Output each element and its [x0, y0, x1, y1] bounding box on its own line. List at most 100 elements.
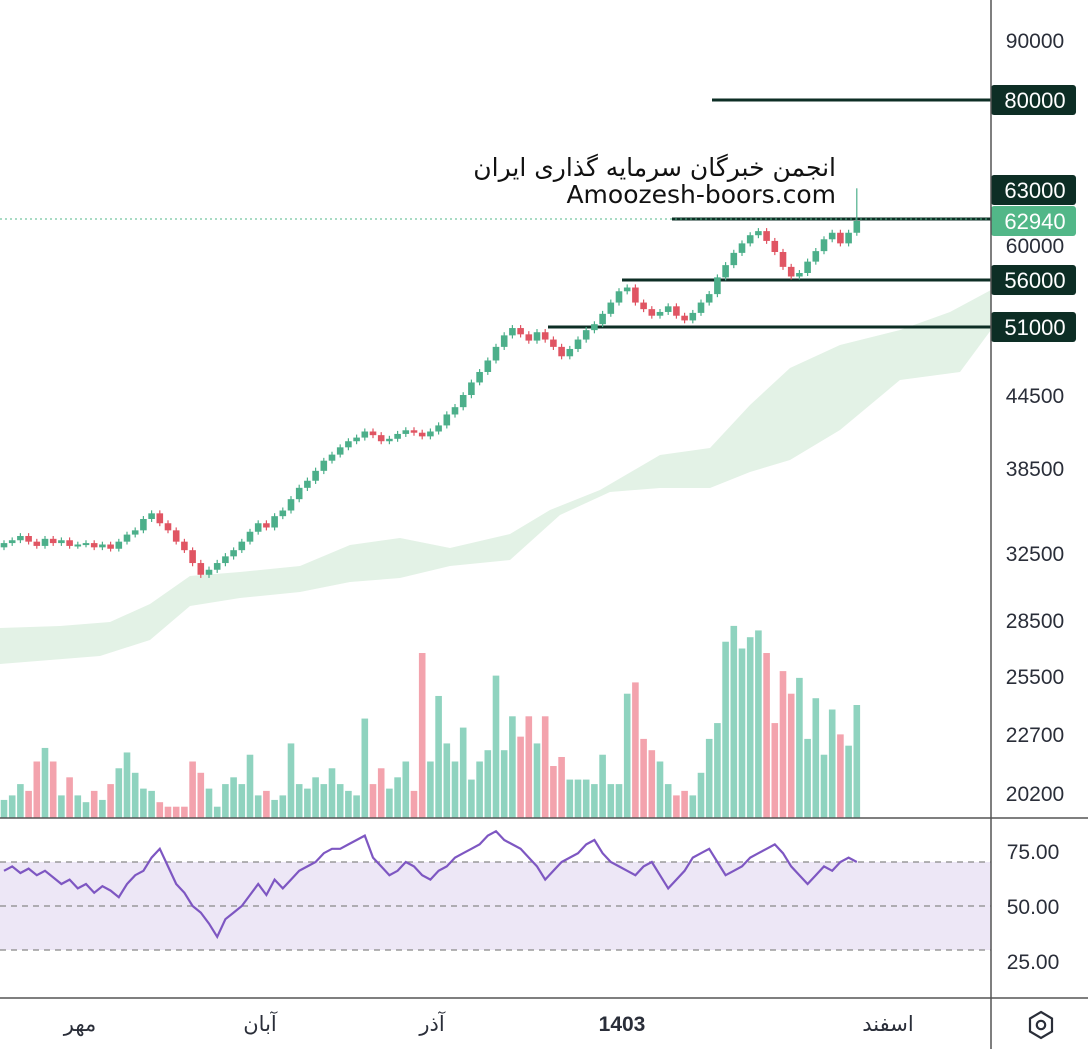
- candle-body: [730, 252, 738, 266]
- volume-bar: [796, 677, 803, 818]
- candle-body: [787, 266, 795, 277]
- candle-body: [254, 523, 262, 532]
- volume-bar: [476, 761, 483, 818]
- candle-body: [779, 252, 787, 267]
- price-tick-label: 25500: [1006, 666, 1064, 689]
- volume-bar: [500, 750, 508, 818]
- price-tick-label: 38500: [1006, 458, 1064, 481]
- candle-body: [361, 431, 369, 438]
- volume-bar: [837, 734, 844, 818]
- volume-bar: [8, 795, 16, 818]
- volume-bar: [131, 772, 139, 818]
- volume-bar: [156, 802, 164, 818]
- volume-bar: [681, 790, 688, 818]
- candle-body: [41, 538, 49, 546]
- candle-body: [230, 550, 237, 557]
- volume-bar: [107, 784, 114, 818]
- candle-body: [148, 513, 155, 519]
- volume-bar: [246, 754, 254, 818]
- candle-body: [746, 235, 754, 244]
- candle-body: [222, 556, 229, 564]
- candle-body: [107, 544, 114, 549]
- candle-body: [673, 306, 680, 316]
- volume-bar: [730, 625, 738, 818]
- volume-bar: [189, 761, 196, 818]
- volume-bars: [0, 625, 861, 818]
- settings-icon[interactable]: [1028, 1010, 1054, 1040]
- volume-bar: [550, 766, 557, 818]
- time-axis-label: مهر: [63, 1013, 97, 1036]
- candle-body: [689, 312, 697, 321]
- candle-body: [156, 513, 164, 524]
- volume-bar: [0, 799, 8, 818]
- volume-bar: [418, 653, 426, 818]
- volume-bar: [58, 795, 65, 818]
- settings-button[interactable]: [1028, 1010, 1054, 1040]
- volume-bar: [705, 738, 713, 818]
- candle-body: [238, 541, 246, 551]
- volume-bar: [271, 799, 278, 818]
- volume-bar: [755, 630, 762, 818]
- volume-bar: [648, 750, 656, 818]
- candle-body: [213, 563, 221, 570]
- volume-bar: [451, 761, 459, 818]
- price-tick-label: 60000: [1006, 235, 1064, 258]
- volume-bar: [74, 795, 82, 818]
- candle-body: [615, 291, 623, 303]
- volume-bar: [369, 784, 377, 818]
- candle-body: [468, 382, 475, 395]
- volume-bar: [320, 784, 328, 818]
- candle-body: [574, 339, 582, 349]
- volume-bar: [525, 716, 533, 818]
- volume-bar: [591, 784, 598, 818]
- candle-body: [82, 543, 90, 546]
- volume-bar: [738, 648, 746, 818]
- candle-body: [246, 531, 254, 542]
- candle-body: [353, 437, 360, 442]
- candle-body: [640, 302, 647, 310]
- volume-bar: [599, 754, 606, 818]
- candle-body: [435, 425, 442, 432]
- candle-body: [0, 543, 8, 548]
- rsi-tick-label: 75.00: [1007, 841, 1060, 864]
- candle-body: [492, 346, 500, 361]
- candle-body: [197, 563, 205, 575]
- volume-bar: [517, 736, 524, 818]
- volume-bar: [623, 693, 631, 818]
- candle-body: [369, 431, 377, 436]
- volume-bar: [17, 784, 24, 818]
- candle-body: [763, 231, 770, 241]
- horizontal-levels: 80000 63000 56000 51000 62940: [0, 85, 1076, 342]
- candle-body: [263, 523, 270, 528]
- candle-body: [451, 407, 459, 415]
- volume-bar: [566, 779, 574, 818]
- volume-bar: [33, 761, 41, 818]
- candle-body: [287, 499, 295, 511]
- price-tick-label: 32500: [1006, 543, 1064, 566]
- volume-bar: [82, 802, 90, 818]
- volume-bar: [238, 784, 246, 818]
- volume-bar: [714, 723, 721, 818]
- watermark-line2: Amoozesh-boors.com: [566, 180, 836, 209]
- candle-body: [517, 328, 524, 335]
- volume-bar: [771, 723, 779, 818]
- volume-bar: [779, 671, 787, 818]
- volume-bar: [304, 788, 311, 818]
- candle-body: [58, 540, 65, 544]
- rsi-line: [3, 829, 858, 940]
- volume-bar: [353, 795, 360, 818]
- candle-body: [172, 530, 180, 542]
- candle-body: [336, 447, 344, 455]
- candle-body: [550, 339, 557, 347]
- candle-body: [656, 311, 664, 316]
- candle-body: [49, 538, 57, 544]
- candle-body: [738, 243, 746, 253]
- candle-body: [115, 541, 123, 549]
- candle-body: [66, 540, 73, 546]
- volume-bar: [828, 709, 836, 818]
- volume-bar: [607, 784, 615, 818]
- volume-bar: [697, 772, 705, 818]
